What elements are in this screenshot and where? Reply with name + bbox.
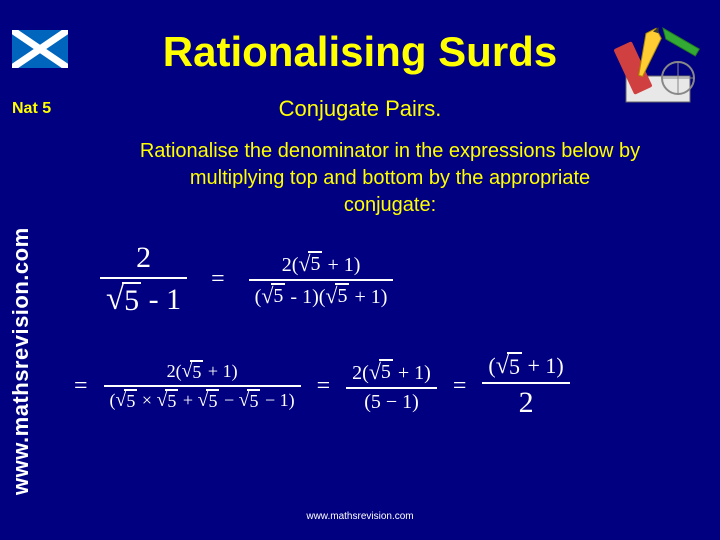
fraction-1: 2 √5 - 1 bbox=[100, 239, 187, 320]
frac4-num: 2(√5 + 1) bbox=[346, 357, 437, 387]
equals-4: = bbox=[453, 373, 467, 400]
frac3-den: (√5 × √5 + √5 − √5 − 1) bbox=[104, 387, 301, 414]
frac2-num: 2(√5 + 1) bbox=[276, 249, 367, 279]
frac1-num: 2 bbox=[130, 239, 157, 277]
equals-1: = bbox=[211, 266, 225, 293]
fraction-4: 2(√5 + 1) (5 − 1) bbox=[346, 357, 437, 416]
header: Rationalising Surds Nat 5 Conjugate Pair… bbox=[0, 0, 720, 120]
content-area: Rationalise the denominator in the expre… bbox=[70, 138, 710, 422]
sidebar-url: www.mathsrevision.com bbox=[8, 227, 34, 495]
fraction-5: (√5 + 1) 2 bbox=[482, 350, 569, 422]
instruction-line-1: Rationalise the denominator in the expre… bbox=[140, 140, 640, 162]
fraction-3: 2(√5 + 1) (√5 × √5 + √5 − √5 − 1) bbox=[104, 358, 301, 414]
math-tools-icon bbox=[608, 18, 708, 118]
fraction-2: 2(√5 + 1) (√5 - 1)(√5 + 1) bbox=[249, 249, 394, 311]
equals-2: = bbox=[74, 373, 88, 400]
math-row-1: 2 √5 - 1 = 2(√5 + 1) (√5 - 1)(√5 + 1) bbox=[100, 239, 710, 320]
math-working: 2 √5 - 1 = 2(√5 + 1) (√5 - 1)(√5 + 1) = bbox=[70, 239, 710, 422]
frac3-num: 2(√5 + 1) bbox=[161, 358, 244, 385]
math-row-2: = 2(√5 + 1) (√5 × √5 + √5 − √5 − 1) = 2(… bbox=[70, 350, 710, 422]
frac4-den: (5 − 1) bbox=[358, 389, 425, 416]
instruction-text: Rationalise the denominator in the expre… bbox=[70, 138, 710, 219]
frac2-den: (√5 - 1)(√5 + 1) bbox=[249, 281, 394, 311]
equals-3: = bbox=[317, 373, 331, 400]
frac5-den: 2 bbox=[513, 384, 540, 422]
instruction-line-3: conjugate: bbox=[344, 194, 436, 216]
footer-url: www.mathsrevision.com bbox=[0, 511, 720, 522]
frac1-den: √5 - 1 bbox=[100, 279, 187, 320]
frac5-num: (√5 + 1) bbox=[482, 350, 569, 382]
instruction-line-2: multiplying top and bottom by the approp… bbox=[190, 167, 590, 189]
